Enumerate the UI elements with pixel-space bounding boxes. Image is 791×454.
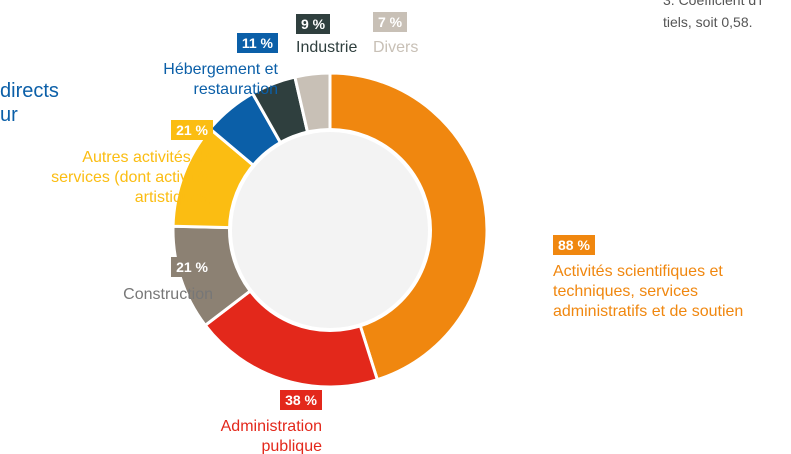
value-label: 21 % [171, 257, 213, 277]
category-label: Divers [373, 39, 419, 56]
category-label: Activités scientifiques et techniques, s… [553, 263, 744, 320]
value-label: 7 % [373, 12, 408, 32]
category-label: Hébergement et restauration [163, 61, 278, 98]
category-label: Construction [123, 286, 213, 303]
donut-hole [228, 128, 432, 332]
category-label: Autres activités de services (dont activ… [51, 149, 213, 206]
value-label: 9 % [296, 14, 331, 34]
category-label: Administration publique [220, 418, 322, 454]
category-label: Industrie [296, 39, 358, 56]
title-fragment: ur [0, 104, 18, 126]
value-label: 21 % [171, 120, 213, 140]
value-label: 38 % [280, 390, 322, 410]
value-label: 11 % [236, 33, 278, 53]
title-fragment: directs [0, 80, 59, 102]
value-label: 88 % [553, 235, 595, 255]
note-fragment: tiels, soit 0,58. [663, 14, 753, 30]
note-fragment: 3. Coefficient d'i [663, 0, 762, 8]
